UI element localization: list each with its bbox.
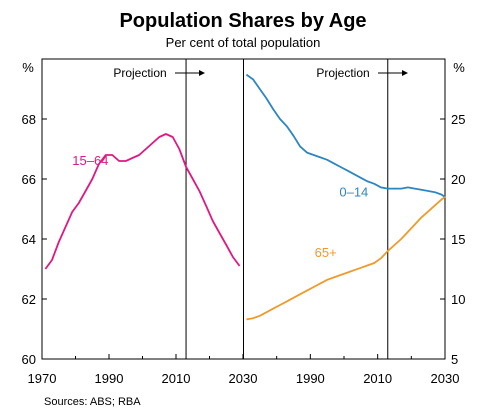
series-line-age-0-14 [245, 73, 446, 198]
x-tick-label: 1990 [95, 371, 124, 386]
series-lines [44, 73, 446, 321]
projection-arrow-right-icon [378, 70, 408, 76]
left-y-tick-label: 68 [22, 112, 36, 127]
x-tick-label: 1970 [28, 371, 57, 386]
left-unit-label: % [22, 60, 34, 75]
right-y-tick-label: 15 [451, 232, 465, 247]
series-line-age-15-64 [44, 133, 241, 270]
left-y-tick-label: 60 [22, 352, 36, 367]
axis-ticks: 60 62 64 66 68 1970 1990 2010 2030 5 10 15 20 25 1990 2… [22, 112, 466, 386]
series-label: 65+ [315, 245, 337, 260]
x-tick-label: 2030 [431, 371, 460, 386]
projection-arrow-left-icon [175, 70, 205, 76]
right-y-tick-label: 20 [451, 172, 465, 187]
series-label: 15–64 [72, 153, 108, 168]
right-y-tick-label: 10 [451, 292, 465, 307]
series-label: 0–14 [339, 185, 368, 200]
chart-subtitle: Per cent of total population [166, 35, 321, 50]
left-y-tick-label: 66 [22, 172, 36, 187]
right-unit-label: % [453, 60, 465, 75]
source-note: Sources: ABS; RBA [44, 396, 141, 408]
x-tick-label: 1990 [296, 371, 325, 386]
projection-label-left: Projection [113, 66, 166, 80]
series-labels: 15–64 0–14 65+ [72, 153, 368, 260]
right-y-tick-label: 25 [451, 112, 465, 127]
chart-title: Population Shares by Age [119, 10, 366, 32]
left-y-tick-label: 62 [22, 292, 36, 307]
x-tick-label: 2030 [229, 371, 258, 386]
left-y-tick-label: 64 [22, 232, 36, 247]
series-line-age-65-plus [246, 196, 446, 321]
right-y-tick-label: 5 [451, 352, 458, 367]
x-tick-label: 2010 [363, 371, 392, 386]
x-tick-label: 2010 [162, 371, 191, 386]
projection-label-right: Projection [316, 66, 369, 80]
